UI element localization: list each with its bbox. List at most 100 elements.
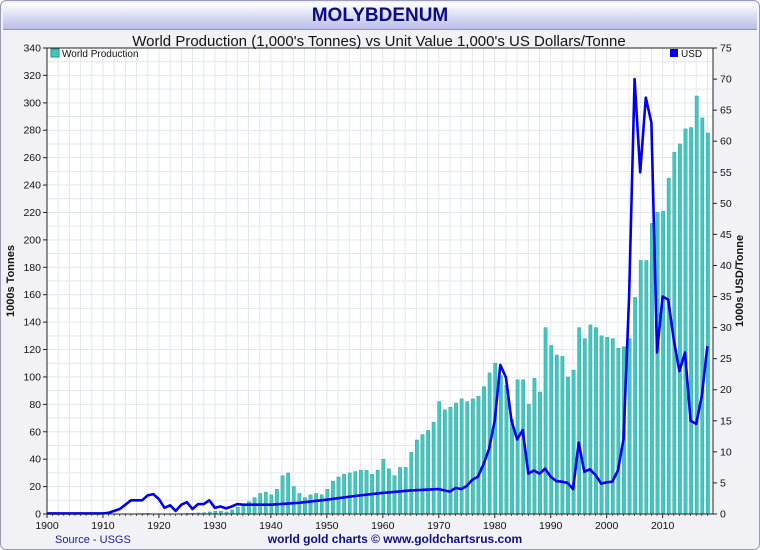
production-bar bbox=[549, 345, 554, 515]
production-bar bbox=[650, 223, 654, 515]
tick-label-left: 80 bbox=[29, 399, 41, 411]
tick-label-right: 50 bbox=[720, 198, 732, 210]
production-bar bbox=[594, 327, 598, 515]
production-bar bbox=[319, 494, 324, 515]
production-bar bbox=[605, 336, 610, 515]
tick-label-x: 1930 bbox=[203, 520, 227, 532]
tick-label-left: 100 bbox=[23, 371, 41, 383]
production-bar bbox=[616, 347, 621, 515]
source-label: Source - USGS bbox=[55, 534, 131, 546]
tick-label-right: 55 bbox=[720, 167, 732, 179]
production-bar bbox=[414, 439, 419, 515]
tick-label-left: 220 bbox=[23, 207, 41, 219]
legend-usd-swatch bbox=[670, 49, 678, 57]
usd-line bbox=[47, 77, 709, 515]
plot-border bbox=[46, 47, 714, 515]
tick-label-left: 260 bbox=[23, 152, 41, 164]
footer-credit: world gold charts © www.goldchartsrus.co… bbox=[267, 532, 522, 546]
chart-banner: MOLYBDENUM bbox=[3, 3, 757, 30]
legend-production-label: World Production bbox=[62, 49, 139, 60]
production-bar bbox=[577, 327, 582, 515]
y-axis-label-left: 1000s Tonnes bbox=[5, 245, 17, 317]
production-bar bbox=[666, 178, 671, 515]
production-bar bbox=[442, 409, 447, 515]
production-bar bbox=[353, 471, 358, 515]
tick-label-left: 180 bbox=[23, 262, 41, 274]
production-bar bbox=[359, 469, 363, 515]
tick-label-x: 1970 bbox=[427, 520, 451, 532]
tick-label-left: 300 bbox=[23, 97, 41, 109]
production-bar bbox=[409, 452, 414, 515]
tick-label-x: 1980 bbox=[483, 520, 507, 532]
production-bar bbox=[610, 338, 615, 515]
legend-usd-label: USD bbox=[681, 49, 702, 60]
tick-label-left: 0 bbox=[35, 509, 41, 521]
production-bar bbox=[493, 363, 498, 515]
legend-usd: USD bbox=[670, 49, 702, 60]
production-bar bbox=[431, 421, 436, 515]
tick-label-right: 30 bbox=[720, 322, 732, 334]
y-axis-label-right: 1000s USD/Tonne bbox=[734, 235, 746, 327]
production-bar bbox=[263, 491, 268, 515]
production-bar bbox=[347, 472, 352, 515]
production-bar bbox=[291, 486, 296, 515]
production-bar bbox=[381, 458, 386, 515]
production-bar bbox=[504, 384, 509, 515]
production-bar bbox=[582, 338, 587, 515]
production-bar bbox=[275, 489, 279, 515]
production-bar bbox=[510, 419, 514, 515]
production-bar bbox=[571, 369, 576, 515]
tick-label-left: 340 bbox=[23, 43, 41, 55]
tick-label-right: 0 bbox=[720, 509, 726, 521]
production-bar bbox=[235, 506, 240, 515]
tick-label-x: 1900 bbox=[35, 520, 59, 532]
production-bar bbox=[498, 375, 503, 515]
production-bar bbox=[689, 127, 693, 515]
usd-line-group bbox=[47, 77, 709, 515]
tick-label-x: 2000 bbox=[595, 520, 619, 532]
tick-label-left: 320 bbox=[23, 70, 41, 82]
tick-label-left: 240 bbox=[23, 180, 41, 192]
production-bar bbox=[437, 401, 442, 515]
production-bar bbox=[627, 338, 632, 515]
tick-label-left: 140 bbox=[23, 317, 41, 329]
production-bar bbox=[638, 260, 643, 515]
production-bar bbox=[230, 509, 235, 515]
legend-production: World Production bbox=[50, 48, 139, 60]
production-bar bbox=[588, 324, 593, 515]
production-bar bbox=[661, 210, 666, 515]
production-bar bbox=[280, 475, 285, 515]
production-bar bbox=[538, 391, 542, 515]
production-bar bbox=[700, 117, 705, 515]
production-bar bbox=[308, 494, 313, 515]
tick-label-x: 1990 bbox=[539, 520, 563, 532]
tick-label-right: 25 bbox=[720, 353, 732, 365]
tick-label-x: 1940 bbox=[259, 520, 283, 532]
production-bar bbox=[694, 95, 699, 515]
production-bar bbox=[706, 132, 710, 515]
tick-label-right: 70 bbox=[720, 74, 732, 86]
tick-label-x: 1960 bbox=[371, 520, 395, 532]
production-bar bbox=[566, 376, 570, 515]
production-bar bbox=[392, 475, 397, 515]
tick-label-right: 35 bbox=[720, 291, 732, 303]
production-bar bbox=[325, 489, 330, 515]
chart-title: World Production (1,000's Tonnes) vs Uni… bbox=[132, 33, 625, 50]
production-bar bbox=[644, 260, 649, 515]
tick-label-right: 75 bbox=[720, 43, 732, 55]
tick-label-right: 60 bbox=[720, 136, 732, 148]
tick-label-x: 1950 bbox=[315, 520, 339, 532]
production-bar bbox=[678, 143, 682, 515]
production-bar bbox=[342, 474, 347, 515]
tick-label-right: 10 bbox=[720, 446, 732, 458]
tick-label-x: 1920 bbox=[147, 520, 171, 532]
tick-label-right: 5 bbox=[720, 477, 726, 489]
tick-label-left: 60 bbox=[29, 426, 41, 438]
production-bar bbox=[683, 128, 688, 515]
production-bar bbox=[470, 398, 475, 515]
production-bar bbox=[633, 297, 638, 515]
production-bar bbox=[454, 402, 458, 515]
production-bar bbox=[426, 430, 430, 515]
